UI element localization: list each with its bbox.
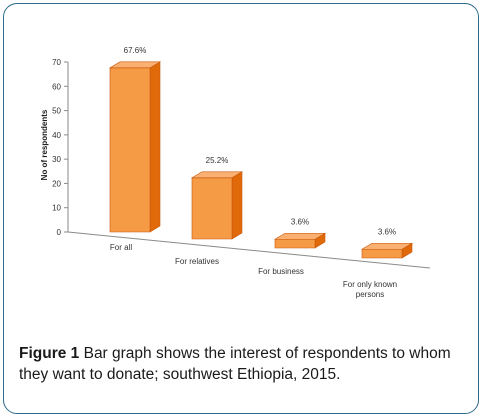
figure-frame — [3, 3, 479, 414]
bar-top-face — [190, 171, 244, 179]
caption-label: Figure 1 — [19, 345, 80, 362]
bar: 3.6% — [360, 227, 414, 259]
bar-side-face — [149, 61, 161, 233]
y-tick-label: 60 — [52, 82, 61, 91]
data-label: 3.6% — [378, 227, 396, 236]
category-label: For business — [258, 267, 304, 276]
y-tick-label: 50 — [52, 107, 61, 116]
bar-top-face — [360, 242, 414, 250]
y-tick-label: 70 — [52, 58, 61, 67]
data-label: 67.6% — [124, 46, 147, 55]
bars: 67.6% 25.2% 3.6% 3.6% — [108, 46, 414, 259]
y-tick-label: 20 — [52, 179, 61, 188]
y-ticks: 0 10 20 30 40 50 60 70 — [52, 58, 68, 237]
figure-caption: Figure 1 Bar graph shows the interest of… — [19, 343, 469, 385]
bar-front-face — [274, 238, 316, 249]
bar-front-face — [109, 67, 151, 233]
y-axis-label: No of respondents — [40, 109, 49, 180]
category-label: For relatives — [175, 257, 219, 266]
bar-front-face — [361, 248, 403, 259]
x-axis-line — [67, 231, 431, 269]
bar-top-face — [108, 61, 162, 69]
bar: 25.2% — [190, 156, 244, 240]
category-label: For only known persons — [343, 280, 397, 299]
y-tick-label: 40 — [52, 131, 61, 140]
category-label-line: For only known — [343, 280, 397, 289]
bar-chart: 0 10 20 30 40 50 60 70 67.6% 25.2% 3.6% 3.6% For a… — [40, 46, 431, 299]
y-tick-label: 30 — [52, 155, 61, 164]
category-label-line: For all — [110, 243, 132, 252]
data-label: 25.2% — [206, 156, 229, 165]
bar: 67.6% — [108, 46, 162, 233]
category-labels: For all For relatives For business For only… — [110, 243, 397, 299]
bar-side-face — [231, 171, 243, 240]
caption-text: Bar graph shows the interest of responde… — [19, 345, 451, 383]
category-label-line: For relatives — [175, 257, 219, 266]
chart-axes — [67, 62, 431, 269]
y-tick-label: 10 — [52, 204, 61, 213]
bar-front-face — [191, 177, 233, 240]
bar: 3.6% — [273, 217, 327, 249]
y-tick-label: 0 — [57, 228, 62, 237]
category-label: For all — [110, 243, 132, 252]
category-label-line: For business — [258, 267, 304, 276]
bar-top-face — [273, 232, 327, 240]
category-label-line: persons — [356, 290, 384, 299]
data-label: 3.6% — [291, 217, 309, 226]
